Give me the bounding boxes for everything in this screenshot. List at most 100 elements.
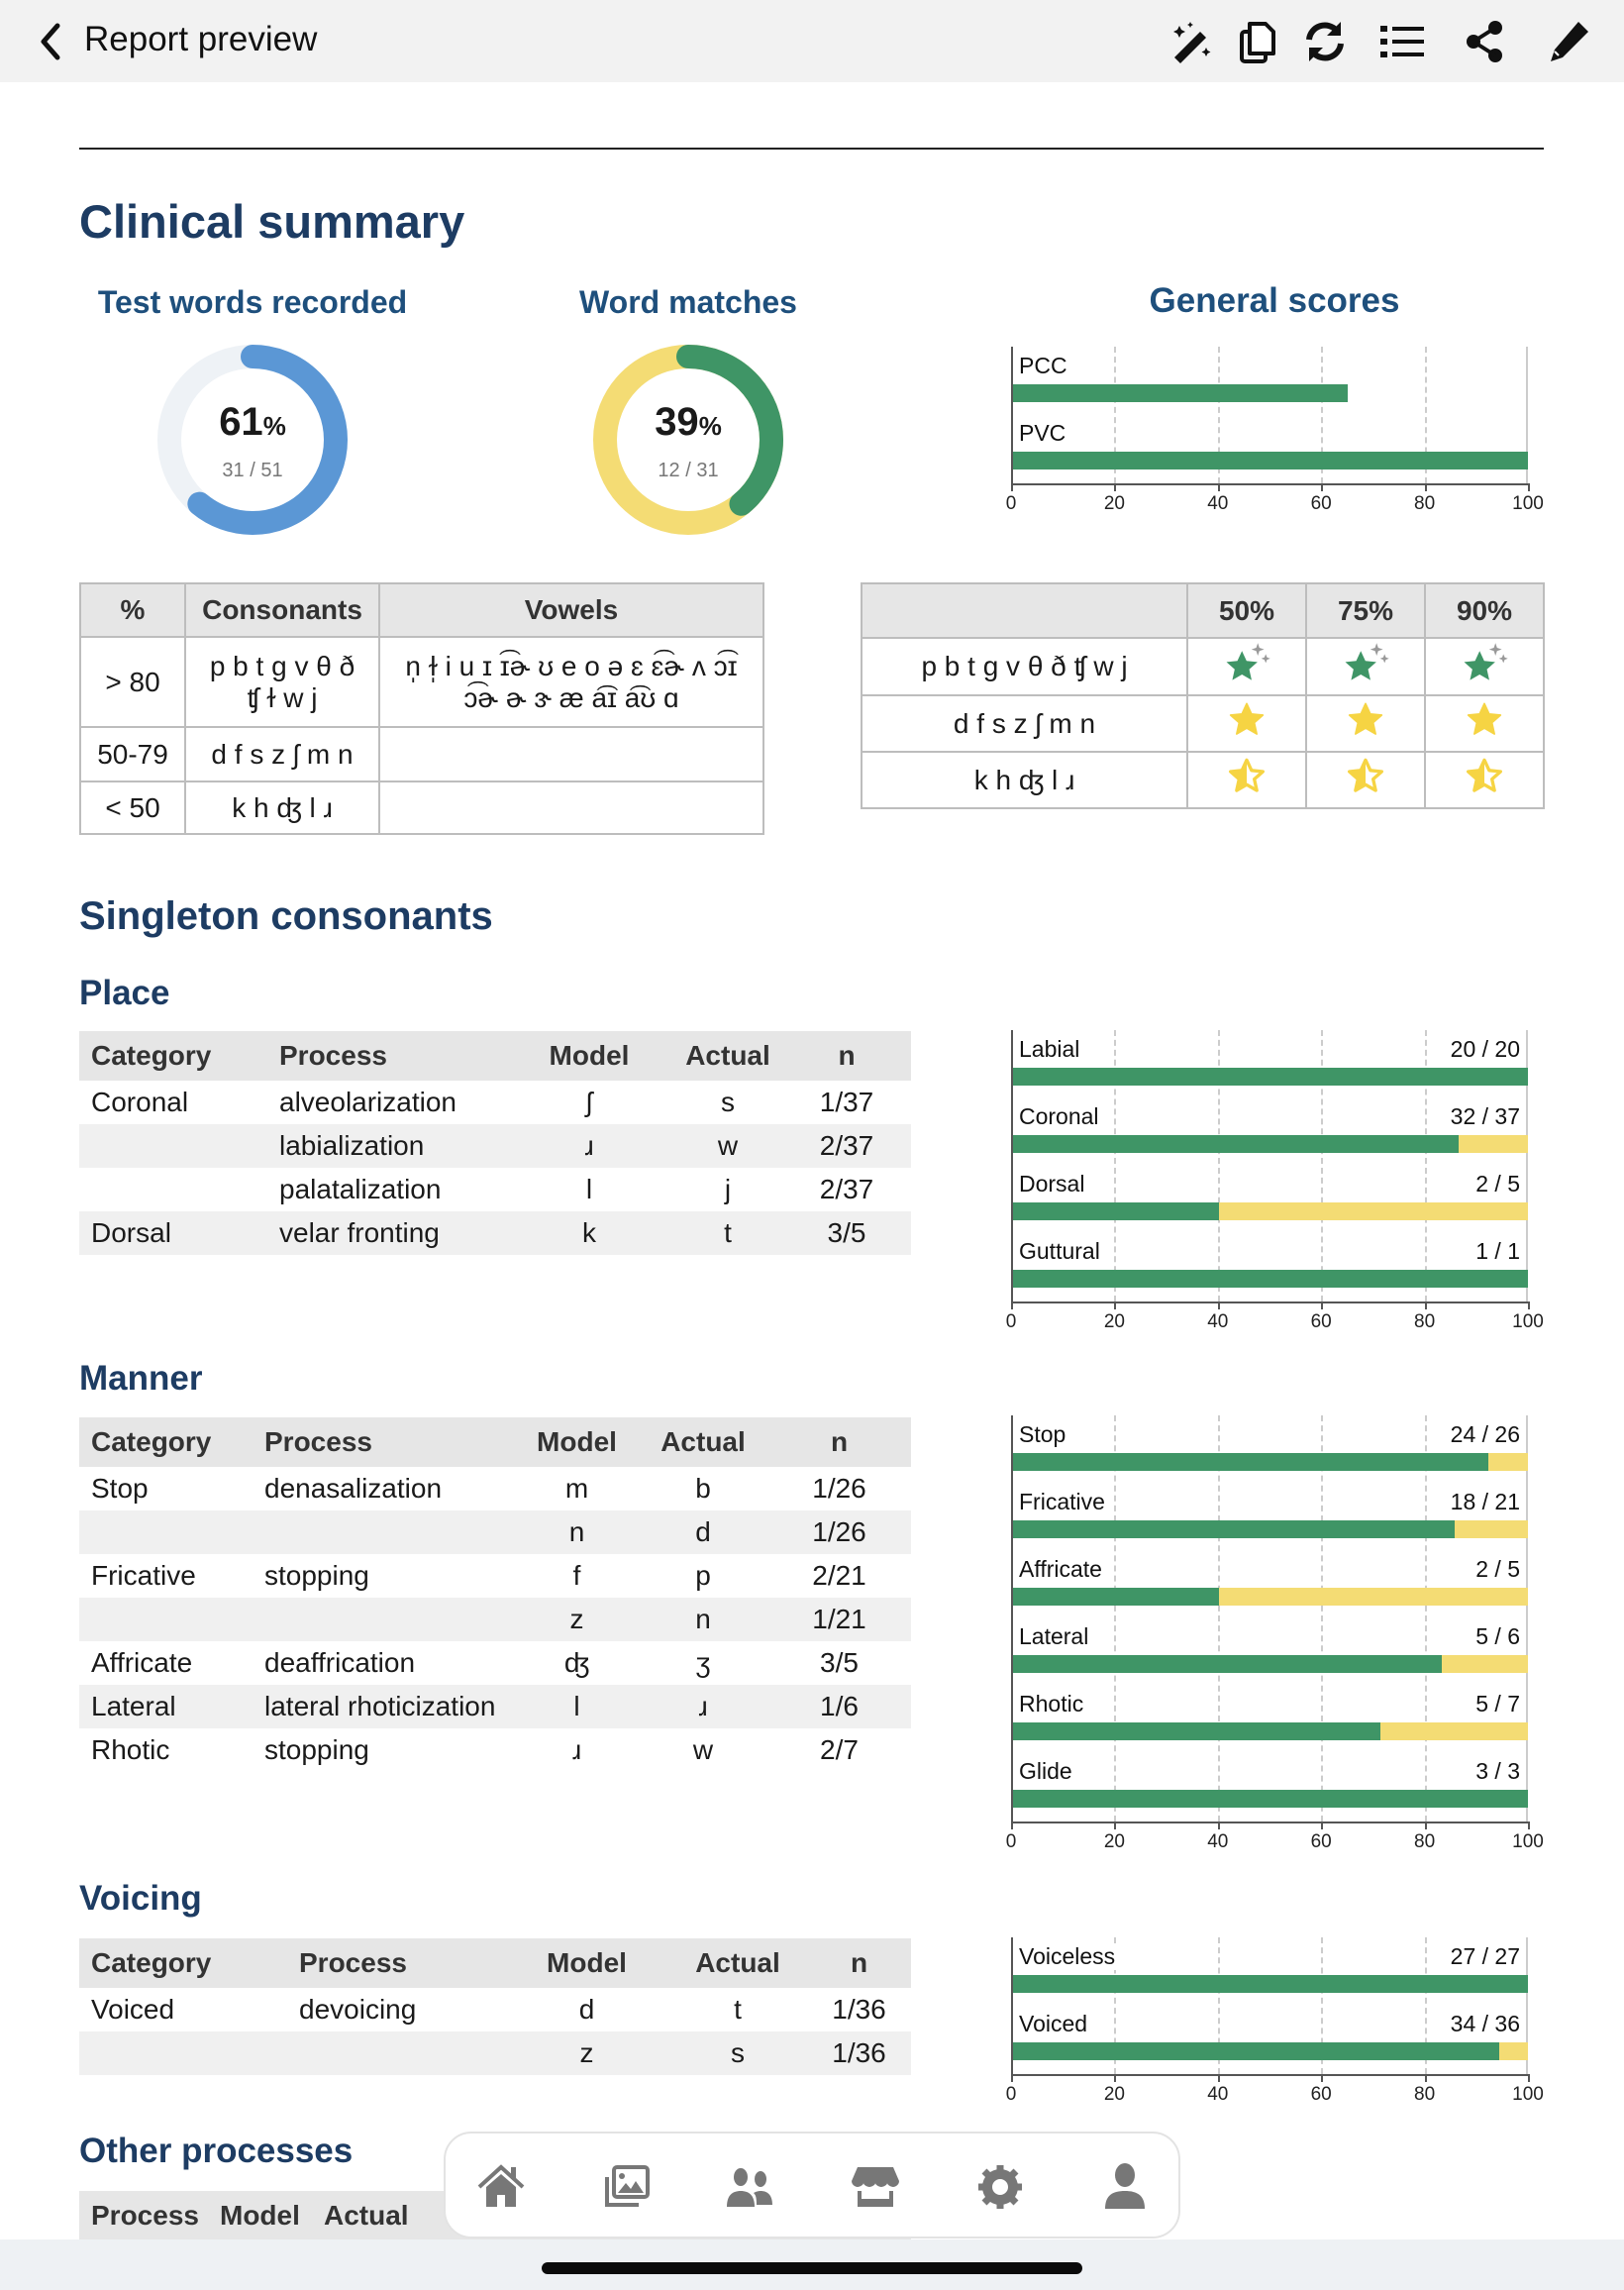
x-tick [1321,1822,1324,1829]
bar-value-label: 2 / 5 [1475,1556,1520,1583]
bar-label: PCC [1019,353,1069,379]
stars-row: d f s z ʃ m n [861,694,1545,753]
col-header: Model [505,1938,668,1988]
sounds-cell: k h ʤ l ɹ [861,751,1188,809]
col-header: Actual [668,1938,807,1988]
star-cell [1424,637,1545,696]
category-cell: Voiced [91,1994,175,2025]
general-scores-label: General scores [1149,281,1400,320]
actual-cell: n [639,1598,767,1641]
pencil-icon[interactable] [1545,18,1592,65]
y-axis-line [1011,1937,1013,2074]
model-cell: l [515,1685,639,1728]
bar-label: Guttural [1019,1238,1102,1265]
x-tick [1528,2074,1530,2082]
range-cell: < 50 [79,781,186,835]
settings-icon[interactable] [974,2161,1026,2213]
actual-cell: j [724,1174,732,1204]
n-cell: 1/26 [767,1510,911,1554]
bar [1013,1975,1528,1993]
bar [1013,1135,1459,1153]
x-tick-label: 20 [1103,1831,1125,1852]
gallery-icon[interactable] [600,2161,652,2213]
x-tick-label: 80 [1414,1311,1436,1332]
bar-value-label: 5 / 6 [1475,1623,1520,1650]
top-bar [0,0,1624,82]
store-icon[interactable] [850,2161,901,2213]
star-cell [1186,637,1307,696]
x-tick [1114,1301,1117,1309]
vowels-cell [378,726,764,782]
col-header: Process [267,1031,505,1081]
table-row: Dorsal velar fronting k t 3/5 [79,1211,911,1255]
n-cell: 1/21 [767,1598,911,1641]
star-full-icon [1467,702,1502,735]
refresh-icon[interactable] [1301,18,1349,65]
x-tick [1528,1301,1530,1309]
col-header: n [767,1417,911,1467]
bar-value-label: 27 / 27 [1450,1943,1520,1970]
donut-progress-arc [593,345,783,535]
place-chart: 0 20 40 60 80 100 Labial 20 / 20 Coronal 32 / 37 D… [1006,1030,1544,1332]
col-header: Category [79,1031,267,1081]
x-tick-label: 0 [1005,1831,1017,1852]
bar-label: Rhotic [1019,1691,1086,1718]
x-tick [1528,483,1530,491]
bar [1013,1655,1443,1673]
process-cell: stopping [264,1560,369,1591]
table-row: Lateral lateral rhoticization l ɹ 1/6 [79,1685,911,1728]
category-cell: Fricative [91,1560,196,1591]
x-tick-label: 0 [1005,2084,1017,2105]
back-chevron-icon[interactable] [36,22,65,61]
home-icon[interactable] [475,2161,527,2213]
consonants-cell: k h ʤ l ɹ [184,781,380,835]
category-cell: Stop [91,1473,149,1504]
bar [1013,2042,1500,2060]
gridline [1217,1415,1220,1822]
process-cell: devoicing [299,1994,417,2025]
actual-cell: ʒ [695,1647,711,1678]
percent-unit: % [262,411,286,441]
profile-icon[interactable] [1099,2161,1151,2213]
star-sparkle-icon [1226,642,1270,680]
users-icon[interactable] [725,2161,776,2213]
actual-cell: w [673,1124,782,1168]
bar [1013,1520,1455,1538]
y-axis-line [1011,1030,1013,1301]
col-header: 50% [1186,582,1307,639]
model-cell: f [572,1560,581,1591]
category-cell: Dorsal [79,1211,267,1255]
star-full-icon [1348,702,1383,735]
model-cell: ɹ [505,1124,673,1168]
list-icon[interactable] [1378,18,1426,65]
bar-label: Fricative [1019,1489,1107,1515]
model-cell: n [515,1510,639,1554]
star-cell [1186,694,1307,753]
col-header: Process [287,1938,505,1988]
copy-icon[interactable] [1236,18,1283,65]
bar-value-label: 1 / 1 [1475,1238,1520,1265]
sounds-cell: d f s z ʃ m n [861,694,1188,753]
magic-wand-icon[interactable] [1168,18,1216,65]
model-cell: d [578,1994,595,2025]
x-tick-label: 100 [1512,2084,1544,2105]
table-row: Coronal alveolarization ʃ s 1/37 [79,1081,911,1124]
share-icon[interactable] [1462,18,1509,65]
actual-cell: ɹ [639,1685,767,1728]
n-cell: 2/21 [812,1560,866,1591]
bar-label: Labial [1019,1036,1082,1063]
model-cell: ʤ [563,1647,590,1678]
x-tick-label: 40 [1207,1311,1229,1332]
gridline [1114,1415,1117,1822]
star-cell [1305,694,1426,753]
right-border [1526,1937,1528,2074]
manner-heading: Manner [79,1359,203,1398]
home-indicator[interactable] [542,2262,1082,2274]
bar [1013,1202,1219,1220]
process-cell: denasalization [264,1473,443,1504]
recorded-label: Test words recorded [97,284,408,320]
page-title: Report preview [84,20,318,58]
other-processes-heading: Other processes [79,2132,354,2170]
x-tick [1217,483,1220,491]
x-tick-label: 100 [1512,1311,1544,1332]
